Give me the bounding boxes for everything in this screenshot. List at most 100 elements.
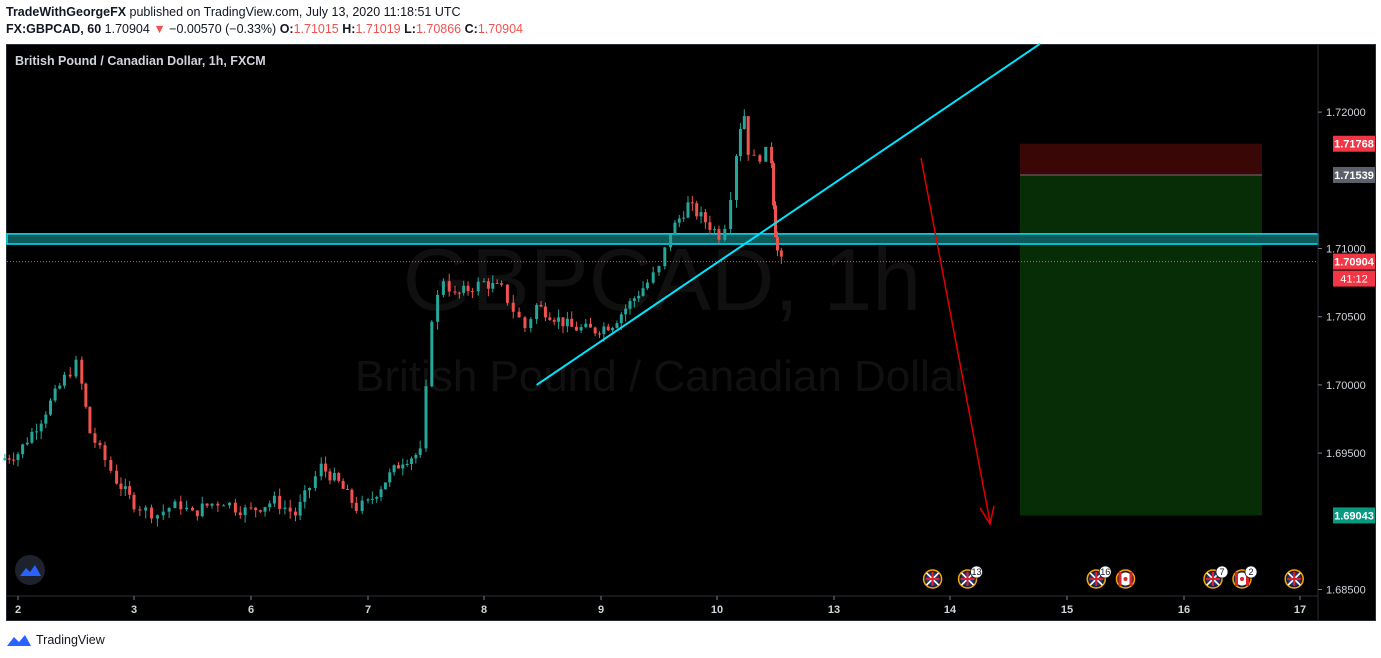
candle-body: [447, 281, 451, 292]
candle-body: [414, 454, 418, 459]
event-marker[interactable]: 13: [957, 565, 983, 589]
candle-body: [288, 507, 292, 512]
candle-body: [308, 487, 311, 491]
candle-body: [35, 431, 39, 433]
take-profit-zone[interactable]: [1020, 174, 1262, 516]
candle-body: [303, 490, 307, 502]
candle-body: [144, 507, 148, 511]
bearish-arrow-shaft[interactable]: [920, 157, 991, 523]
candle-body: [228, 502, 232, 506]
footer: TradingView: [6, 630, 105, 650]
candle-body: [138, 509, 142, 511]
candle-body: [615, 323, 619, 328]
price-axis[interactable]: 1.72000 1.71000 1.70500 1.70000 1.69500 1.685…: [1317, 45, 1375, 621]
event-count-badge: [1244, 565, 1258, 579]
time-tick-label: 17: [1294, 604, 1306, 616]
candle-body: [695, 203, 699, 217]
candle-body: [495, 282, 499, 284]
tradingview-logo-badge[interactable]: [15, 555, 45, 585]
low-label: L:: [404, 22, 416, 36]
footer-brand[interactable]: TradingView: [36, 633, 105, 647]
event-count: 7: [1219, 567, 1224, 577]
event-marker[interactable]: 16: [1086, 565, 1112, 589]
candle-body: [370, 498, 374, 500]
candle-body: [119, 483, 123, 489]
time-tick-label: 14: [944, 604, 957, 616]
candle-body: [523, 317, 527, 329]
candle-body: [200, 503, 204, 517]
event-marker[interactable]: [1284, 569, 1304, 589]
candle-body: [774, 205, 777, 238]
candle-body: [491, 282, 495, 289]
candle-body: [602, 326, 606, 335]
ascending-trendline[interactable]: [536, 43, 1041, 386]
candle-body: [254, 507, 258, 511]
candle-body: [346, 488, 350, 490]
stop-loss-zone[interactable]: [1020, 143, 1262, 175]
candle-body: [379, 489, 383, 498]
event-marker[interactable]: 7: [1203, 565, 1229, 589]
candle-body: [58, 385, 62, 389]
event-count: 2: [1248, 567, 1253, 577]
event-marker[interactable]: [922, 569, 943, 589]
trade-position-box[interactable]: [1020, 143, 1262, 516]
candle-body: [584, 323, 588, 328]
candle-body: [708, 222, 712, 230]
candle-body: [68, 374, 72, 377]
candle-body: [88, 406, 92, 434]
price-badge[interactable]: [1333, 507, 1375, 524]
bearish-arrow-head-icon[interactable]: [979, 505, 995, 526]
candle-body: [729, 200, 733, 229]
candle-body: [677, 218, 681, 223]
tradingview-logo-icon: [20, 565, 41, 576]
resistance-zone-rect[interactable]: [6, 233, 1319, 245]
header-line-ohlc: FX:GBPCAD, 60 1.70904 ▼ −0.00570 (−0.33%…: [6, 21, 1376, 38]
candle-body: [109, 459, 113, 471]
time-axis[interactable]: 2 3 6 7 8 9 10 13 14 15 16 17: [7, 595, 1318, 616]
economic-events[interactable]: 13 16 7 2: [922, 565, 1304, 589]
down-triangle-icon: ▼: [153, 22, 166, 36]
drawings[interactable]: [536, 43, 1041, 526]
candle-body: [770, 146, 774, 164]
candle-body: [313, 476, 317, 488]
candle-body: [360, 500, 364, 511]
candle-body: [238, 512, 242, 516]
candle-body: [453, 291, 457, 293]
candle-body: [641, 288, 645, 296]
price-badge[interactable]: [1333, 166, 1375, 183]
candle-body: [624, 308, 628, 315]
event-marker[interactable]: 2: [1232, 565, 1258, 589]
tradingview-logo-icon[interactable]: [6, 633, 32, 647]
candle-body: [663, 247, 667, 267]
candle-body: [651, 272, 655, 283]
candle-body: [80, 359, 84, 384]
candle-body: [396, 465, 400, 469]
price-badge[interactable]: [1333, 135, 1375, 152]
candle-body: [278, 495, 282, 509]
chart-legend-title: British Pound / Canadian Dollar, 1h, FXC…: [15, 54, 266, 68]
candle-body: [606, 326, 610, 331]
candle-body: [619, 314, 623, 324]
candle-body: [511, 302, 515, 312]
publisher-name[interactable]: TradeWithGeorgeFX: [6, 5, 127, 19]
candle-body: [543, 306, 547, 318]
candle-body: [298, 501, 302, 516]
candle-body: [324, 463, 328, 472]
price-tick-label: 1.72000: [1326, 107, 1366, 119]
candle-body: [392, 465, 396, 473]
countdown-badge: [1333, 270, 1375, 287]
candle-body: [742, 116, 746, 129]
candle-body: [62, 374, 66, 386]
candle-body: [418, 448, 422, 455]
candle-body: [738, 128, 742, 157]
candle-body: [779, 250, 783, 257]
canada-flag-band: [1246, 572, 1249, 586]
candle-body: [535, 304, 539, 320]
low-value: 1.70866: [415, 22, 462, 36]
candle-body: [179, 501, 183, 510]
price-badge[interactable]: [1333, 253, 1375, 270]
event-marker[interactable]: [1115, 569, 1136, 589]
candle-body: [7, 458, 11, 460]
candle-body: [350, 489, 354, 503]
